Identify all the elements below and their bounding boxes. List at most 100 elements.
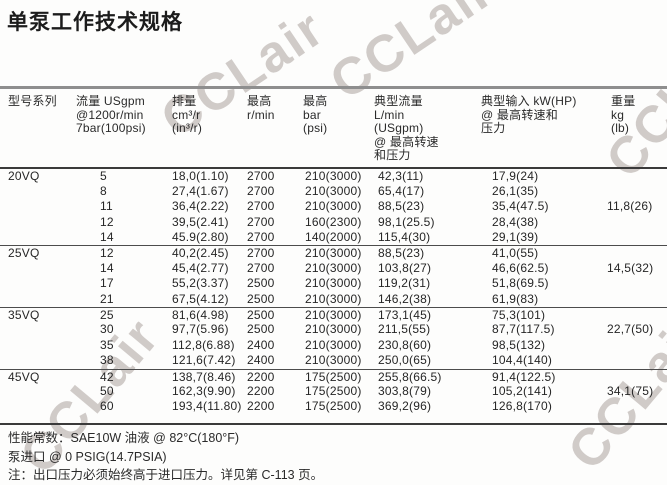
data-cell: 193,4(11.80) (172, 399, 242, 414)
data-cell: 11 (100, 199, 113, 214)
data-cell: 28,4(38) (492, 214, 539, 229)
data-cell: 30 (100, 322, 114, 337)
data-cell: 2200 (247, 399, 275, 414)
note-performance-constants: 性能常数：SAE10W 油液 @ 82°C(180°F) (8, 431, 240, 445)
data-cell: 140(2000) (305, 230, 362, 245)
data-cell: 17,9(24) (492, 168, 539, 183)
data-cell: 67,5(4.12) (172, 291, 229, 306)
data-cell: 105,2(141) (492, 383, 553, 398)
data-cell: 14 (100, 260, 114, 275)
data-cell: 14 (100, 230, 114, 245)
data-cell: 2700 (247, 260, 275, 275)
data-cell: 211,5(55) (378, 322, 431, 337)
data-cell: 210(3000) (305, 308, 362, 323)
data-cell: 21 (100, 291, 114, 306)
data-cell: 126,8(170) (492, 399, 553, 414)
table-row: 35VQ 25 81,6(4.98) 2500 210(3000) 173,1(45) 75… (0, 307, 667, 322)
data-cell: 39,5(2.41) (172, 214, 229, 229)
data-cell: 40,2(2.45) (172, 246, 229, 261)
data-cell: 175(2500) (305, 369, 362, 384)
data-cell: 210(3000) (305, 276, 362, 291)
data-cell: 2200 (247, 383, 275, 398)
table-row: 35 112,8(6.88) 2400 210(3000) 230,8(60) 98,5(… (0, 338, 667, 353)
data-cell: 45,4(2.77) (172, 260, 229, 275)
model-cell: 35VQ (8, 308, 40, 323)
table-row: 8 27,4(1.67) 2700 210(3000) 65,4(17) 26,1(35) (0, 184, 667, 199)
data-cell: 2500 (247, 308, 275, 323)
weight-cell (600, 338, 667, 353)
model-cell: 45VQ (8, 369, 40, 384)
data-cell: 61,9(83) (492, 291, 539, 306)
data-cell: 91,4(122.5) (492, 369, 556, 384)
data-cell: 119,2(31) (378, 276, 431, 291)
data-cell: 2700 (247, 246, 275, 261)
weight-cell (600, 399, 667, 414)
data-cell: 26,1(35) (492, 183, 539, 198)
data-cell: 2500 (247, 322, 275, 337)
data-cell: 146,2(38) (378, 291, 432, 306)
data-cell: 5 (100, 168, 107, 183)
data-cell: 35,4(47.5) (492, 199, 549, 214)
table-body: 20VQ 5 18,0(1.10) 2700 210(3000) 42,3(11) 17,9… (0, 169, 667, 415)
weight-cell: 11,8(26) (607, 199, 653, 214)
data-cell: 2700 (247, 230, 275, 245)
column-header-typical-flow: 典型流量 L/min (USgpm) @ 最高转速 和压力 (374, 94, 439, 162)
data-cell: 210(3000) (305, 199, 362, 214)
spec-table: 型号系列 流量 USgpm @1200r/min 7bar(100psi) 排量… (0, 86, 667, 425)
weight-cell (600, 215, 667, 230)
data-cell: 17 (100, 276, 114, 291)
weight-cell (600, 370, 667, 384)
data-cell: 27,4(1.67) (172, 183, 229, 198)
column-header-displacement: 排量 cm³/r (in³/r) (172, 94, 203, 135)
data-cell: 97,7(5.96) (172, 322, 229, 337)
data-cell: 87,7(117.5) (492, 322, 555, 337)
data-cell: 121,6(7.42) (172, 353, 236, 368)
data-cell: 175(2500) (305, 399, 362, 414)
weight-cell (600, 292, 667, 307)
data-cell: 88,5(23) (378, 199, 425, 214)
column-header-weight: 重量 kg (lb) (611, 94, 636, 135)
data-cell: 173,1(45) (378, 308, 432, 323)
data-cell: 8 (100, 183, 107, 198)
table-row: 30 97,7(5.96) 2500 210(3000) 211,5(55) 87,7(1… (0, 322, 667, 337)
data-cell: 88,5(23) (378, 246, 425, 261)
data-cell: 138,7(8.46) (172, 369, 236, 384)
model-cell (0, 338, 76, 353)
page-title: 单泵工作技术规格 (7, 11, 183, 34)
notes-section: 性能常数：SAE10W 油液 @ 82°C(180°F) 泵进口 @ 0 PSI… (8, 429, 323, 485)
weight-cell (600, 169, 667, 184)
data-cell: 18,0(1.10) (172, 168, 229, 183)
table-row: 50 162,3(9.90) 2200 175(2500) 303,8(79) 105,2… (0, 384, 667, 399)
data-cell: 51,8(69.5) (492, 276, 549, 291)
model-cell (0, 261, 76, 276)
model-cell (0, 353, 76, 368)
data-cell: 46,6(62.5) (492, 260, 549, 275)
data-cell: 210(3000) (305, 260, 362, 275)
data-cell: 103,8(27) (378, 260, 432, 275)
data-cell: 210(3000) (305, 322, 362, 337)
column-header-model: 型号系列 (8, 94, 57, 108)
data-cell: 50 (100, 383, 114, 398)
data-cell: 60 (100, 399, 114, 414)
data-cell: 255,8(66.5) (378, 369, 442, 384)
table-row: 17 55,2(3.37) 2500 210(3000) 119,2(31) 51,8(6… (0, 276, 667, 291)
model-cell (0, 399, 76, 414)
table-row: 12 39,5(2.41) 2700 160(2300) 98,1(25.5) 28,4(… (0, 215, 667, 230)
data-cell: 115,4(30) (378, 230, 431, 245)
table-row: 60 193,4(11.80) 2200 175(2500) 369,2(96) 126,… (0, 399, 667, 414)
data-cell: 2700 (247, 199, 275, 214)
data-cell: 75,3(101) (492, 308, 546, 323)
data-cell: 175(2500) (305, 383, 362, 398)
data-cell: 38 (100, 353, 114, 368)
data-cell: 230,8(60) (378, 337, 432, 352)
data-cell: 162,3(9.90) (172, 383, 236, 398)
data-cell: 12 (100, 214, 114, 229)
data-cell: 42 (100, 369, 114, 384)
data-cell: 369,2(96) (378, 399, 432, 414)
data-cell: 2700 (247, 168, 275, 183)
data-cell: 303,8(79) (378, 383, 432, 398)
data-cell: 45.9(2.80) (172, 230, 229, 245)
data-cell: 2500 (247, 291, 275, 306)
data-cell: 210(3000) (305, 183, 362, 198)
